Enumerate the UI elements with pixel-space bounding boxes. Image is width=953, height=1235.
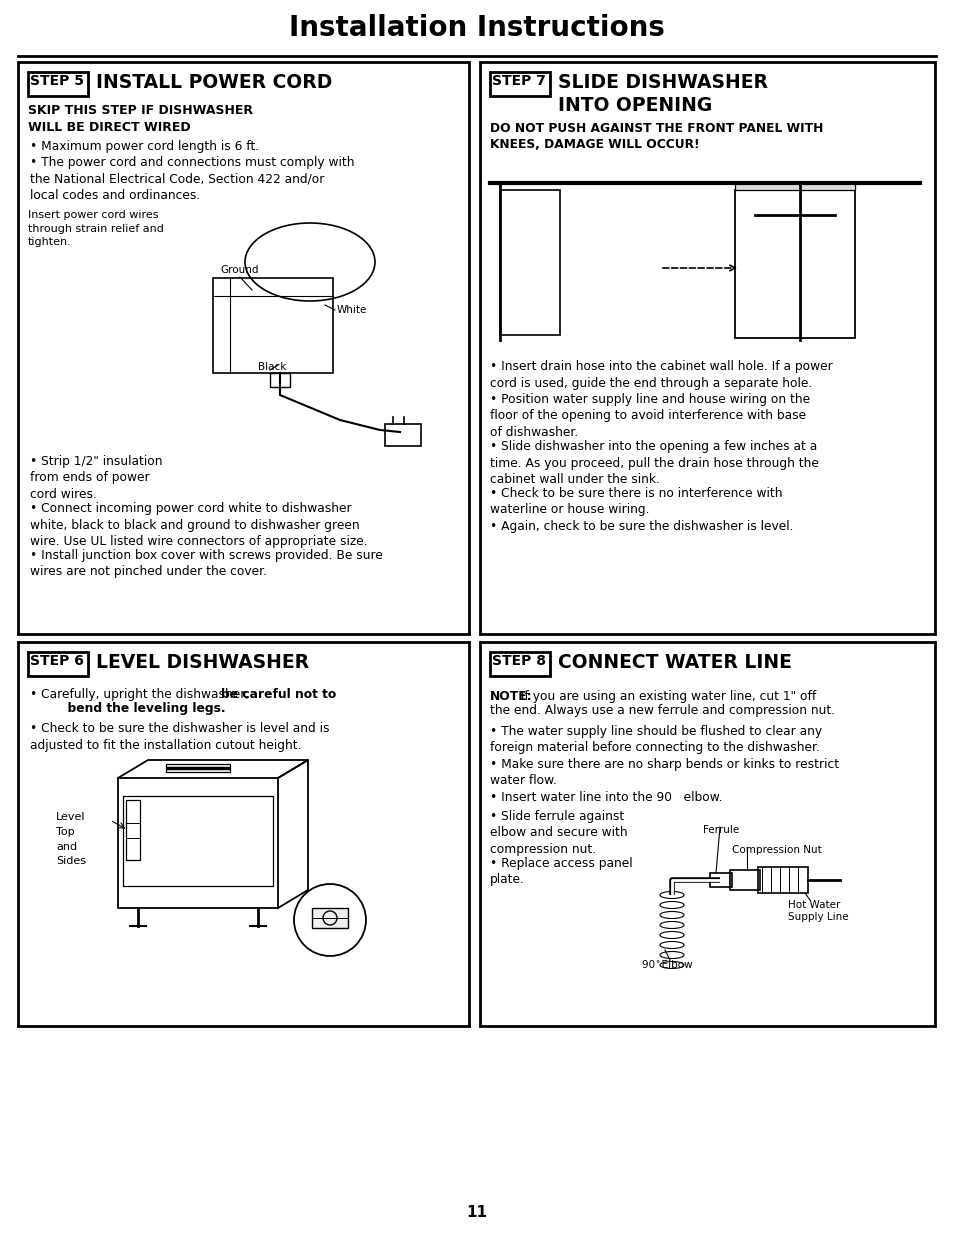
Text: If you are using an existing water line, cut 1" off: If you are using an existing water line,… <box>517 690 816 703</box>
Text: SKIP THIS STEP IF DISHWASHER
WILL BE DIRECT WIRED: SKIP THIS STEP IF DISHWASHER WILL BE DIR… <box>28 104 253 135</box>
Bar <box>28 652 88 676</box>
Text: Ground: Ground <box>220 266 258 275</box>
Text: Hot Water
Supply Line: Hot Water Supply Line <box>787 900 848 923</box>
Text: • The power cord and connections must comply with
the National Electrical Code, : • The power cord and connections must co… <box>30 156 355 203</box>
Text: • Position water supply line and house wiring on the
floor of the opening to avo: • Position water supply line and house w… <box>490 393 809 438</box>
Bar <box>118 778 277 908</box>
Text: • Replace access panel
plate.: • Replace access panel plate. <box>490 857 632 887</box>
Text: Ferrule: Ferrule <box>702 825 739 835</box>
Text: the end. Always use a new ferrule and compression nut.: the end. Always use a new ferrule and co… <box>490 704 834 718</box>
Bar <box>18 642 469 1026</box>
Text: • Slide ferrule against
elbow and secure with
compression nut.: • Slide ferrule against elbow and secure… <box>490 810 627 856</box>
Bar <box>758 867 807 893</box>
Bar <box>18 62 469 634</box>
Text: Level
Top
and
Sides: Level Top and Sides <box>56 811 86 867</box>
Text: NOTE:: NOTE: <box>490 690 532 703</box>
Text: CONNECT WATER LINE: CONNECT WATER LINE <box>558 653 791 672</box>
Bar <box>490 652 550 676</box>
Text: INSTALL POWER CORD: INSTALL POWER CORD <box>96 73 332 91</box>
Text: Insert power cord wires
through strain relief and
tighten.: Insert power cord wires through strain r… <box>28 210 164 247</box>
Text: Black: Black <box>257 362 286 372</box>
Bar <box>734 190 854 338</box>
Text: • Carefully, upright the dishwasher,: • Carefully, upright the dishwasher, <box>30 688 253 701</box>
Text: SLIDE DISHWASHER
INTO OPENING: SLIDE DISHWASHER INTO OPENING <box>558 73 767 115</box>
Text: • Connect incoming power cord white to dishwasher
white, black to black and grou: • Connect incoming power cord white to d… <box>30 501 367 548</box>
Text: White: White <box>336 305 367 315</box>
Text: • Check to be sure the dishwasher is level and is
adjusted to fit the installati: • Check to be sure the dishwasher is lev… <box>30 722 329 752</box>
Bar <box>126 800 140 860</box>
Text: 11: 11 <box>466 1205 487 1220</box>
Bar <box>385 424 420 446</box>
Text: Compression Nut: Compression Nut <box>731 845 821 855</box>
Bar <box>213 278 333 373</box>
Bar <box>499 190 559 335</box>
Bar <box>709 873 731 887</box>
Text: • The water supply line should be flushed to clear any
foreign material before c: • The water supply line should be flushe… <box>490 725 821 755</box>
Text: LEVEL DISHWASHER: LEVEL DISHWASHER <box>96 653 309 672</box>
Bar <box>270 373 290 387</box>
Text: STEP 7: STEP 7 <box>492 74 545 88</box>
Bar <box>479 62 934 634</box>
Bar <box>490 72 550 96</box>
Bar <box>734 182 854 190</box>
Text: be careful not to: be careful not to <box>220 688 335 701</box>
Text: DO NOT PUSH AGAINST THE FRONT PANEL WITH
KNEES, DAMAGE WILL OCCUR!: DO NOT PUSH AGAINST THE FRONT PANEL WITH… <box>490 122 822 152</box>
Text: • Insert water line into the 90   elbow.: • Insert water line into the 90 elbow. <box>490 790 721 804</box>
Text: STEP 8: STEP 8 <box>492 655 545 668</box>
Text: • Make sure there are no sharp bends or kinks to restrict
water flow.: • Make sure there are no sharp bends or … <box>490 758 839 788</box>
Bar <box>28 72 88 96</box>
Bar <box>479 642 934 1026</box>
Text: °: ° <box>655 960 659 969</box>
Text: STEP 6: STEP 6 <box>30 655 84 668</box>
Text: • Maximum power cord length is 6 ft.: • Maximum power cord length is 6 ft. <box>30 140 259 153</box>
Text: 90  Elbow: 90 Elbow <box>641 960 692 969</box>
Bar <box>123 797 273 885</box>
Text: • Again, check to be sure the dishwasher is level.: • Again, check to be sure the dishwasher… <box>490 520 793 534</box>
Text: • Slide dishwasher into the opening a few inches at a
time. As you proceed, pull: • Slide dishwasher into the opening a fe… <box>490 440 818 487</box>
Text: • Check to be sure there is no interference with
waterline or house wiring.: • Check to be sure there is no interfere… <box>490 487 781 516</box>
Text: • Strip 1/2" insulation
from ends of power
cord wires.: • Strip 1/2" insulation from ends of pow… <box>30 454 162 501</box>
Text: STEP 5: STEP 5 <box>30 74 84 88</box>
Text: Installation Instructions: Installation Instructions <box>289 14 664 42</box>
Text: • Insert drain hose into the cabinet wall hole. If a power
cord is used, guide t: • Insert drain hose into the cabinet wal… <box>490 359 832 389</box>
Text: • Install junction box cover with screws provided. Be sure
wires are not pinched: • Install junction box cover with screws… <box>30 550 382 578</box>
Bar <box>312 908 348 927</box>
Text: bend the leveling legs.: bend the leveling legs. <box>42 701 226 715</box>
Bar <box>166 764 230 772</box>
Bar <box>729 869 760 890</box>
